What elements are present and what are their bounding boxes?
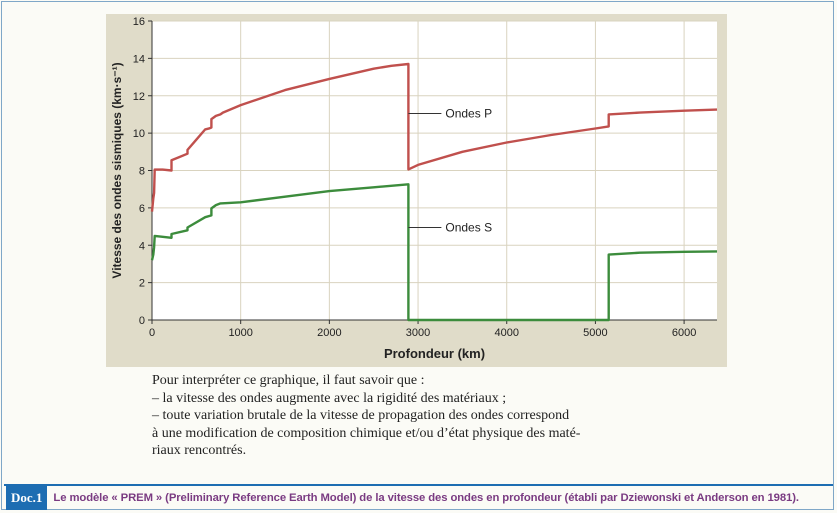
caption-bar: Doc.1 Le modèle « PREM » (Preliminary Re… xyxy=(4,484,833,510)
explanation-line-5: riaux rencontrés. xyxy=(152,443,247,459)
annotation-label-s: Ondes S xyxy=(445,220,492,234)
caption-text: Le modèle « PREM » (Preliminary Referenc… xyxy=(53,492,799,504)
x-tick-label: 6000 xyxy=(672,327,696,339)
y-axis-title: Vitesse des ondes sismiques (km·s⁻¹) xyxy=(110,62,124,278)
x-tick-label: 4000 xyxy=(494,327,518,339)
y-tick-label: 14 xyxy=(133,53,145,65)
y-tick-label: 12 xyxy=(133,91,145,103)
series-line-p-waves xyxy=(150,62,718,212)
explanation-line-2: – la vitesse des ondes augmente avec la … xyxy=(152,390,507,406)
x-axis-title: Profondeur (km) xyxy=(384,346,485,361)
y-tick-label: 10 xyxy=(133,128,145,140)
annotation-label-p: Ondes P xyxy=(445,107,492,121)
y-tick-label: 16 xyxy=(133,16,145,28)
series-line-s-waves xyxy=(150,183,718,322)
x-tick-label: 1000 xyxy=(228,327,252,339)
explanation-line-4: à une modification de composition chimiq… xyxy=(152,425,581,441)
y-tick-label: 4 xyxy=(139,240,145,252)
y-tick-label: 2 xyxy=(139,278,145,290)
seismic-velocity-chart: 0 2 4 6 8 10 12 14 16 0 1000 2000 3000 4000 5000 6000 Pr… xyxy=(110,16,718,361)
y-tick-label: 6 xyxy=(139,203,145,215)
explanation-text: Pour interpréter ce graphique, il faut s… xyxy=(152,372,712,460)
x-tick-label: 5000 xyxy=(583,327,607,339)
x-tick-label: 2000 xyxy=(317,327,341,339)
y-tick-label: 0 xyxy=(139,315,145,327)
explanation-line-3: – toute variation brutale de la vitesse … xyxy=(152,408,570,424)
doc-badge: Doc.1 xyxy=(6,486,48,510)
x-tick-label: 3000 xyxy=(406,327,430,339)
explanation-line-1: Pour interpréter ce graphique, il faut s… xyxy=(152,373,425,388)
chart-panel: 0 2 4 6 8 10 12 14 16 0 1000 2000 3000 4000 5000 6000 Pr… xyxy=(106,14,727,367)
x-tick-label: 0 xyxy=(149,327,155,339)
y-tick-label: 8 xyxy=(139,166,145,178)
